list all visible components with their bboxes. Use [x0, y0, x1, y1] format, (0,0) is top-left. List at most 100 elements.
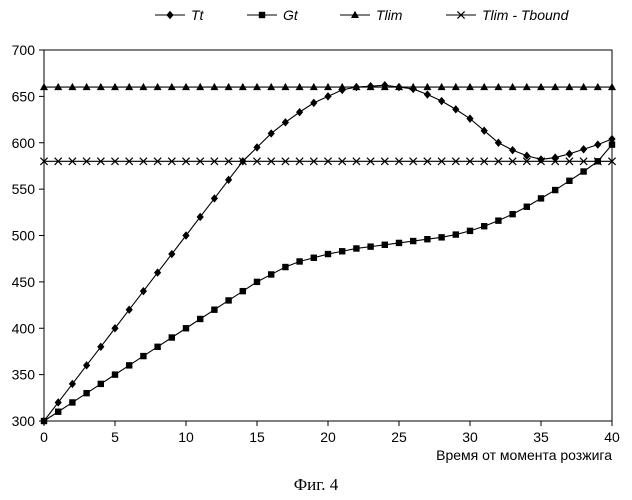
data-point-gt: [424, 236, 430, 242]
data-point-tlim: [480, 83, 488, 90]
data-point-tlim: [196, 83, 204, 90]
data-point-tt: [424, 90, 431, 98]
data-point-gt: [538, 195, 544, 201]
data-point-tlim: [338, 83, 346, 90]
x-tick-label: 5: [111, 429, 119, 445]
x-tick-label: 40: [604, 429, 620, 445]
data-point-tlim: [97, 83, 105, 90]
data-point-tlim: [509, 83, 517, 90]
x-tick-label: 10: [178, 429, 194, 445]
data-point-gt: [580, 168, 586, 174]
series-gt: [41, 141, 615, 424]
y-tick-label: 650: [12, 88, 36, 104]
x-axis-label: Время от момента розжига: [436, 447, 612, 463]
data-point-gt: [495, 217, 501, 223]
data-point-tlim: [111, 83, 119, 90]
x-tick-label: 25: [391, 429, 407, 445]
data-point-gt: [126, 362, 132, 368]
data-point-tlim: [253, 83, 261, 90]
data-point-tlim: [409, 83, 417, 90]
data-point-tt: [452, 105, 459, 113]
data-point-gt: [225, 297, 231, 303]
data-point-tlim: [466, 83, 474, 90]
data-point-tlim: [494, 83, 502, 90]
data-point-gt: [69, 399, 75, 405]
series-tlim-tbound: [40, 158, 615, 165]
data-point-gt: [254, 279, 260, 285]
data-point-gt: [382, 242, 388, 248]
data-point-tt: [296, 108, 303, 116]
data-point-gt: [240, 288, 246, 294]
data-point-tlim: [139, 83, 147, 90]
data-point-tlim: [281, 83, 289, 90]
data-point-tt: [466, 114, 473, 122]
data-point-tlim: [296, 83, 304, 90]
y-tick-label: 400: [12, 320, 36, 336]
data-point-tlim: [594, 83, 602, 90]
data-point-tlim: [565, 83, 573, 90]
data-point-gt: [282, 264, 288, 270]
data-point-gt: [211, 307, 217, 313]
data-point-tlim: [523, 83, 531, 90]
data-point-gt: [453, 231, 459, 237]
legend-label: Tlim - Tbound: [482, 7, 570, 23]
data-point-gt: [98, 381, 104, 387]
data-point-gt: [41, 418, 47, 424]
data-point-tt: [310, 99, 317, 107]
legend-label: Gt: [283, 7, 299, 23]
data-point-tlim: [452, 83, 460, 90]
data-point-tt: [324, 92, 331, 100]
data-point-gt: [325, 251, 331, 257]
data-point-tt: [438, 97, 445, 105]
data-point-gt: [438, 234, 444, 240]
legend-marker: [259, 12, 265, 18]
data-point-gt: [112, 371, 118, 377]
data-point-gt: [396, 240, 402, 246]
x-tick-label: 15: [249, 429, 265, 445]
data-point-tt: [580, 145, 587, 153]
data-point-gt: [524, 204, 530, 210]
data-point-gt: [552, 187, 558, 193]
data-point-tlim: [83, 83, 91, 90]
data-point-gt: [353, 245, 359, 251]
data-point-tt: [495, 139, 502, 147]
data-point-tlim: [154, 83, 162, 90]
data-point-gt: [367, 243, 373, 249]
data-point-gt: [311, 255, 317, 261]
data-point-tt: [481, 126, 488, 134]
data-point-gt: [296, 258, 302, 264]
data-point-tlim: [182, 83, 190, 90]
data-point-gt: [609, 141, 615, 147]
data-point-gt: [169, 334, 175, 340]
data-point-gt: [467, 228, 473, 234]
x-tick-label: 0: [40, 429, 48, 445]
legend-label: Tt: [191, 7, 205, 23]
legend-marker: [166, 11, 173, 19]
data-point-tlim: [381, 83, 389, 90]
data-point-gt: [55, 409, 61, 415]
data-point-gt: [339, 248, 345, 254]
data-point-gt: [183, 325, 189, 331]
legend-entry-tlim-tbound: Tlim - Tbound: [446, 7, 570, 23]
data-point-tlim: [608, 83, 616, 90]
figure-caption: Фиг. 4: [0, 475, 632, 495]
legend-entry-tlim: Tlim: [340, 7, 403, 23]
data-point-tt: [566, 150, 573, 158]
data-point-tlim: [54, 83, 62, 90]
line-chart: TtGtTlimTlim - Tbound 300350400450500550…: [0, 0, 632, 470]
data-point-gt: [140, 353, 146, 359]
data-point-gt: [268, 271, 274, 277]
data-point-gt: [154, 344, 160, 350]
data-point-gt: [83, 390, 89, 396]
data-point-gt: [509, 211, 515, 217]
legend-entry-tt: Tt: [155, 7, 205, 23]
data-point-tt: [282, 118, 289, 126]
data-point-tlim: [551, 83, 559, 90]
data-point-gt: [566, 178, 572, 184]
data-point-tlim: [310, 83, 318, 90]
data-point-gt: [197, 316, 203, 322]
data-point-tlim: [239, 83, 247, 90]
data-point-tlim: [580, 83, 588, 90]
data-point-tlim: [438, 83, 446, 90]
data-point-tlim: [168, 83, 176, 90]
